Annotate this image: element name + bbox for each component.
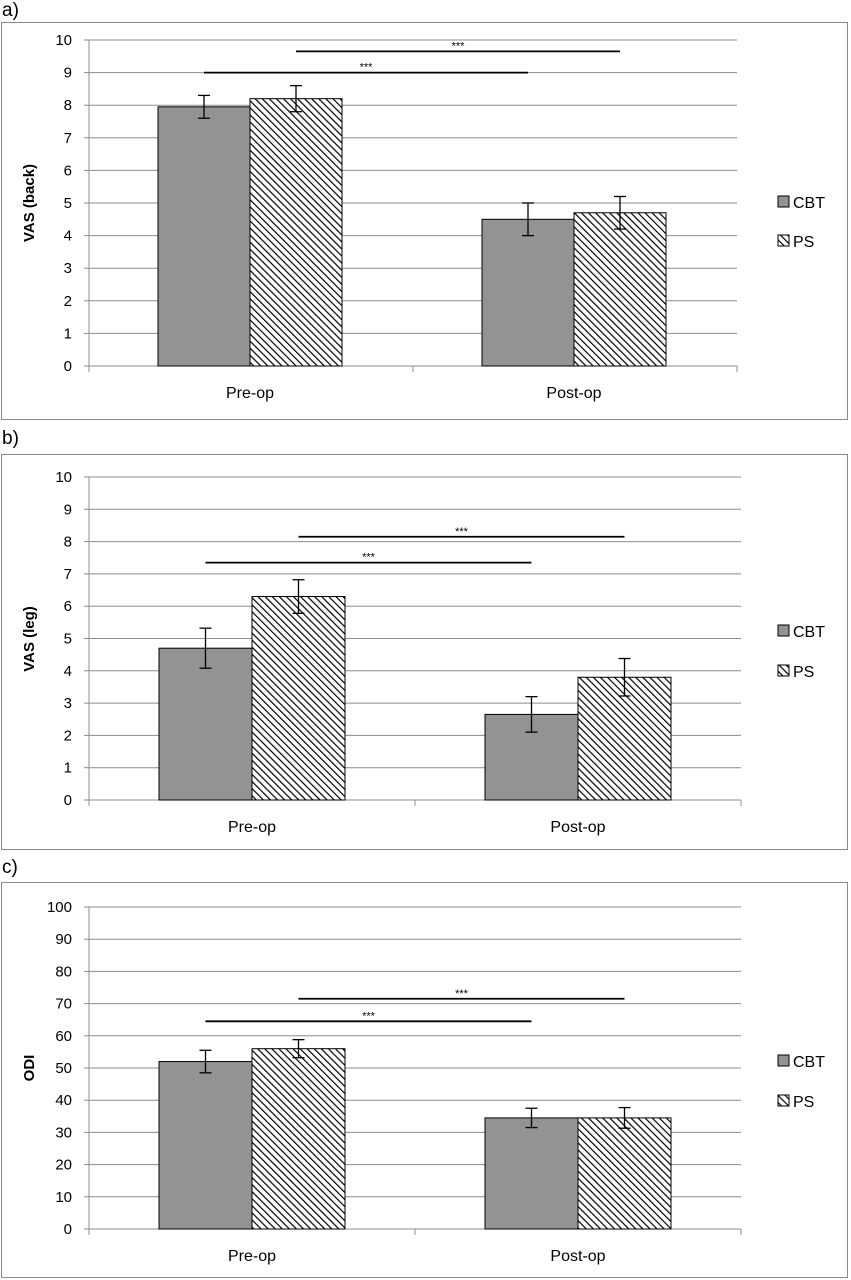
significance-label: *** bbox=[452, 40, 466, 52]
legend-label-ps: PS bbox=[793, 234, 814, 251]
category-label: Pre-op bbox=[226, 385, 274, 402]
y-axis-label: VAS (back) bbox=[21, 164, 38, 242]
y-tick-label: 6 bbox=[64, 598, 72, 615]
panel-label-b: b) bbox=[2, 428, 19, 449]
y-tick-label: 8 bbox=[64, 534, 72, 551]
bar-cbt-post-op bbox=[481, 218, 575, 367]
y-tick-label: 90 bbox=[55, 931, 72, 948]
category-label: Post-op bbox=[550, 819, 605, 836]
legend-label-ps: PS bbox=[793, 664, 814, 681]
bar-cbt-pre-op bbox=[158, 647, 253, 801]
panel-label-a: a) bbox=[2, 0, 19, 21]
category-label: Post-op bbox=[550, 1248, 605, 1265]
y-tick-label: 0 bbox=[64, 792, 72, 809]
y-tick-label: 7 bbox=[64, 130, 72, 147]
panel-label-c: c) bbox=[2, 857, 18, 878]
y-tick-label: 4 bbox=[64, 663, 72, 680]
y-tick-label: 2 bbox=[64, 293, 72, 310]
legend-swatch-ps bbox=[777, 234, 790, 247]
category-label: Pre-op bbox=[228, 819, 276, 836]
bar-cbt-post-op bbox=[484, 1117, 579, 1230]
y-tick-label: 7 bbox=[64, 566, 72, 583]
chart-frame-a bbox=[1, 22, 848, 420]
bar-cbt-pre-op bbox=[157, 106, 251, 367]
y-tick-label: 30 bbox=[55, 1124, 72, 1141]
legend-swatch-cbt bbox=[777, 195, 790, 208]
y-tick-label: 10 bbox=[55, 32, 72, 49]
y-tick-label: 2 bbox=[64, 727, 72, 744]
y-tick-label: 1 bbox=[64, 325, 72, 342]
bar-ps-pre-op bbox=[251, 596, 346, 801]
y-tick-label: 3 bbox=[64, 695, 72, 712]
bar-ps-post-op bbox=[577, 1117, 672, 1230]
chart-frame-b bbox=[1, 454, 848, 850]
y-tick-label: 60 bbox=[55, 1028, 72, 1045]
legend-label-cbt: CBT bbox=[793, 195, 825, 212]
y-tick-label: 5 bbox=[64, 631, 72, 648]
legend-label-cbt: CBT bbox=[793, 1054, 825, 1071]
y-axis-label: ODI bbox=[21, 1055, 38, 1082]
significance-label: *** bbox=[362, 552, 376, 564]
legend-label-ps: PS bbox=[793, 1094, 814, 1111]
bar-cbt-pre-op bbox=[158, 1061, 253, 1230]
y-tick-label: 0 bbox=[64, 1221, 72, 1238]
y-tick-label: 10 bbox=[55, 1189, 72, 1206]
legend-label-cbt: CBT bbox=[793, 624, 825, 641]
significance-label: *** bbox=[455, 526, 469, 538]
y-tick-label: 0 bbox=[64, 358, 72, 375]
y-tick-label: 8 bbox=[64, 97, 72, 114]
category-label: Pre-op bbox=[228, 1248, 276, 1265]
significance-label: *** bbox=[455, 988, 469, 1000]
y-tick-label: 20 bbox=[55, 1157, 72, 1174]
category-label: Post-op bbox=[546, 385, 601, 402]
y-tick-label: 40 bbox=[55, 1092, 72, 1109]
significance-label: *** bbox=[362, 1010, 376, 1022]
bar-ps-pre-op bbox=[249, 98, 343, 367]
bar-ps-post-op bbox=[577, 676, 672, 801]
y-tick-label: 9 bbox=[64, 501, 72, 518]
y-tick-label: 9 bbox=[64, 65, 72, 82]
y-tick-label: 5 bbox=[64, 195, 72, 212]
y-tick-label: 1 bbox=[64, 760, 72, 777]
y-axis-label: VAS (leg) bbox=[21, 606, 38, 672]
legend-swatch-ps bbox=[777, 664, 790, 677]
legend-swatch-ps bbox=[777, 1094, 790, 1107]
y-tick-label: 6 bbox=[64, 162, 72, 179]
bar-ps-pre-op bbox=[251, 1048, 346, 1230]
chart-frame-c bbox=[1, 882, 848, 1278]
significance-label: *** bbox=[360, 62, 374, 74]
y-tick-label: 3 bbox=[64, 260, 72, 277]
legend-swatch-cbt bbox=[777, 1054, 790, 1067]
y-tick-label: 50 bbox=[55, 1060, 72, 1077]
y-tick-label: 4 bbox=[64, 228, 72, 245]
legend-swatch-cbt bbox=[777, 624, 790, 637]
y-tick-label: 80 bbox=[55, 963, 72, 980]
y-tick-label: 10 bbox=[55, 469, 72, 486]
y-tick-label: 70 bbox=[55, 996, 72, 1013]
bar-ps-post-op bbox=[573, 212, 667, 367]
y-tick-label: 100 bbox=[47, 899, 72, 916]
